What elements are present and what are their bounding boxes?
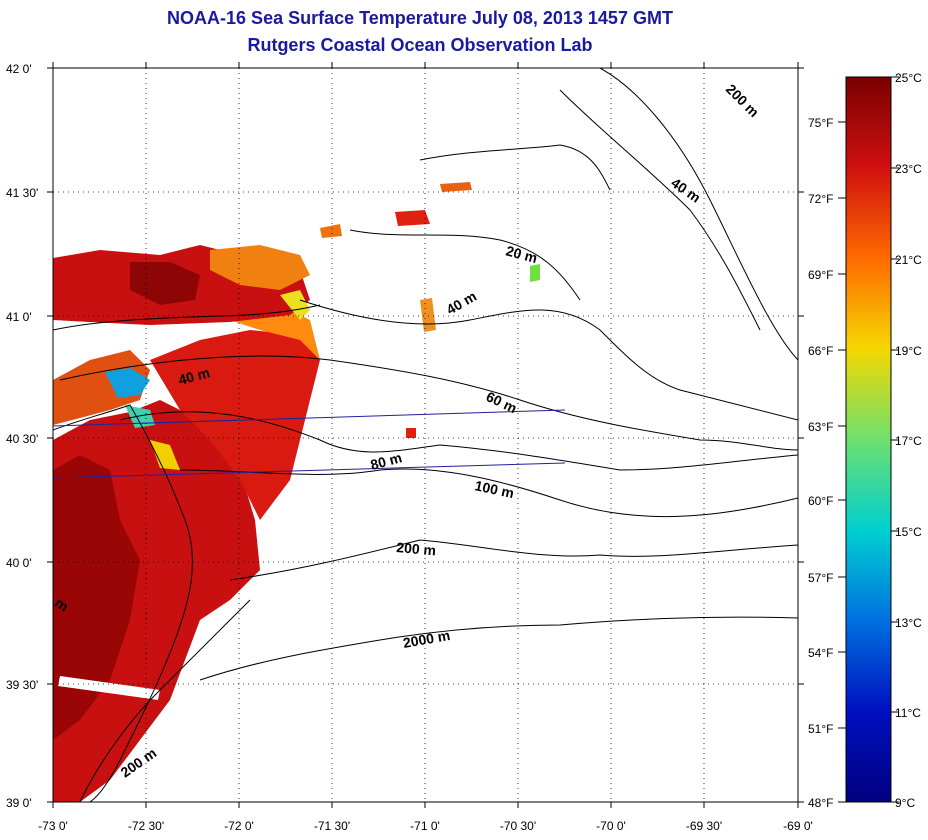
contour-200m-north bbox=[599, 68, 798, 361]
cb-f-label: 69°F bbox=[808, 268, 833, 282]
cb-c-label: 9°C bbox=[895, 796, 915, 810]
contour-40m-north bbox=[559, 89, 761, 331]
cb-f-label: 48°F bbox=[808, 796, 833, 810]
transect-lower bbox=[53, 462, 566, 479]
cb-f-label: 75°F bbox=[808, 116, 833, 130]
cb-f-label: 51°F bbox=[808, 722, 833, 736]
cb-f-label: 63°F bbox=[808, 420, 833, 434]
lon-label: -69 30' bbox=[686, 819, 722, 833]
contour-100m bbox=[179, 468, 798, 518]
contour-200m-mid bbox=[229, 539, 798, 581]
sst-east-patches-2 bbox=[395, 210, 430, 226]
contour-coast-cape bbox=[419, 144, 611, 191]
lat-label: 40 30' bbox=[6, 432, 38, 446]
sst-east-patches-5 bbox=[406, 428, 416, 438]
cb-c-label: 15°C bbox=[895, 525, 922, 539]
lat-label: 42 0' bbox=[6, 62, 32, 76]
map-title: NOAA-16 Sea Surface Temperature July 08,… bbox=[167, 8, 673, 28]
sst-yellow-streak-2 bbox=[280, 290, 310, 320]
lon-label: -70 0' bbox=[596, 819, 626, 833]
lon-label: -70 30' bbox=[500, 819, 536, 833]
lon-label: -71 0' bbox=[410, 819, 440, 833]
coast-nj bbox=[53, 404, 193, 802]
contour-label: 200 m bbox=[396, 539, 437, 558]
cb-c-label: 25°C bbox=[895, 71, 922, 85]
lon-label: -69 0' bbox=[783, 819, 813, 833]
cb-f-label: 72°F bbox=[808, 192, 833, 206]
colorbar-celsius-labels: 25°C 23°C 21°C 19°C 17°C 15°C 13°C 11°C … bbox=[895, 71, 922, 810]
cb-c-label: 13°C bbox=[895, 616, 922, 630]
cb-f-label: 60°F bbox=[808, 494, 833, 508]
sst-east-patches-4 bbox=[440, 182, 472, 192]
lat-label: 39 30' bbox=[6, 678, 38, 692]
lat-label: 39 0' bbox=[6, 796, 32, 810]
cb-c-label: 19°C bbox=[895, 344, 922, 358]
lon-label: -73 0' bbox=[38, 819, 68, 833]
sst-white-gap bbox=[58, 676, 160, 700]
contour-40m-mid bbox=[299, 299, 798, 421]
sst-region-south-dark bbox=[53, 455, 140, 740]
lat-labels: 42 0' 41 30' 41 0' 40 30' 40 0' 39 30' 3… bbox=[6, 62, 38, 810]
colorbar-fahrenheit-labels: 75°F 72°F 69°F 66°F 63°F 60°F 57°F 54°F … bbox=[808, 116, 833, 810]
lat-label: 40 0' bbox=[6, 556, 32, 570]
cb-c-label: 21°C bbox=[895, 253, 922, 267]
cb-c-label: 17°C bbox=[895, 434, 922, 448]
sst-cold-patch bbox=[105, 368, 150, 398]
sst-region-lis-orange bbox=[210, 245, 310, 290]
lon-label: -72 0' bbox=[224, 819, 254, 833]
sst-region-central bbox=[150, 330, 320, 520]
lat-label: 41 30' bbox=[6, 186, 38, 200]
lon-labels: -73 0' -72 30' -72 0' -71 30' -71 0' -70… bbox=[38, 819, 813, 833]
transect-upper bbox=[53, 409, 566, 427]
contour-60m bbox=[59, 355, 798, 451]
lon-label: -72 30' bbox=[128, 819, 164, 833]
bathymetry-contours bbox=[53, 68, 798, 802]
sst-east-patches bbox=[320, 224, 342, 238]
sst-region-longisland-dark bbox=[130, 262, 200, 305]
sst-east-patches-6 bbox=[530, 264, 540, 282]
sst-yellow-streak bbox=[150, 440, 180, 470]
contour-200m-south bbox=[79, 599, 251, 802]
colorbar-ticks bbox=[838, 76, 899, 803]
contour-label: 20 m bbox=[504, 242, 539, 266]
sst-field bbox=[53, 68, 798, 802]
map-subtitle: Rutgers Coastal Ocean Observation Lab bbox=[247, 35, 593, 55]
lon-label: -71 30' bbox=[314, 819, 350, 833]
gridlines bbox=[53, 68, 798, 802]
cb-f-label: 54°F bbox=[808, 646, 833, 660]
lat-label: 41 0' bbox=[6, 310, 32, 324]
cb-c-label: 23°C bbox=[895, 162, 922, 176]
sst-cold-patch-2 bbox=[125, 405, 155, 428]
cb-f-label: 57°F bbox=[808, 571, 833, 585]
colorbar bbox=[845, 76, 892, 803]
cb-c-label: 11°C bbox=[895, 706, 921, 720]
transect-lines bbox=[53, 409, 566, 479]
coast-longisland bbox=[53, 304, 321, 331]
contour-2000m bbox=[199, 616, 798, 681]
tick-marks bbox=[47, 62, 804, 808]
cb-f-label: 66°F bbox=[808, 344, 833, 358]
contour-label: 80 m bbox=[369, 449, 404, 473]
contour-label: 40 m bbox=[177, 364, 212, 388]
contour-20m bbox=[349, 229, 581, 301]
